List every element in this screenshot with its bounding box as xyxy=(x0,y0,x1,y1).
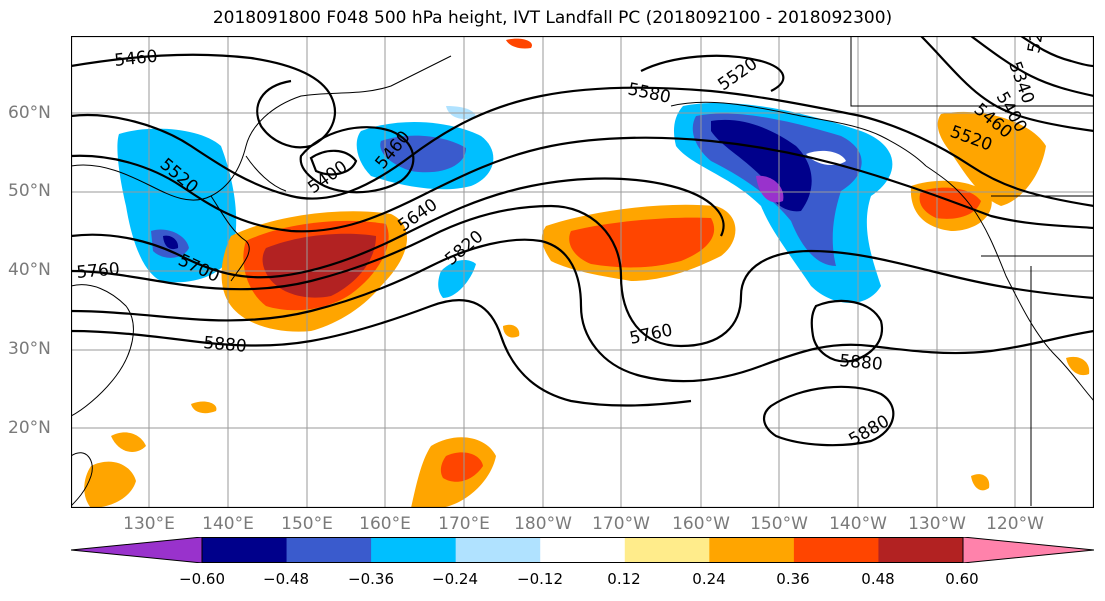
contour-5880-east xyxy=(810,299,884,363)
lon-label-140w: 140°W xyxy=(829,514,887,534)
colorbar-tick-minus-0-36: −0.36 xyxy=(348,570,394,588)
colorbar xyxy=(71,537,1094,563)
contour-label-5880-west: 5880 xyxy=(203,333,248,357)
colorbar-tick-0-24: 0.24 xyxy=(692,570,726,588)
ivt-shading xyxy=(84,38,1090,508)
map-panel: 5460 5520 5400 5460 5640 5820 5580 5520 … xyxy=(71,36,1094,508)
graticule xyxy=(71,36,1094,508)
contour-label-5460-nw: 5460 xyxy=(113,47,158,71)
lon-label-120w: 120°W xyxy=(986,514,1044,534)
colorbar-tick-0-60: 0.60 xyxy=(945,570,979,588)
colorbar-segment xyxy=(540,537,626,563)
contour-label-5760-west: 5760 xyxy=(76,259,121,283)
colorbar-segment xyxy=(202,537,288,563)
contour-5580 xyxy=(71,86,1094,208)
colorbar-tick-minus-0-48: −0.48 xyxy=(263,570,309,588)
colorbar-segment xyxy=(455,537,541,563)
colorbar-tick-minus-0-12: −0.12 xyxy=(517,570,563,588)
colorbar-tick-0-36: 0.36 xyxy=(776,570,810,588)
lon-label-130w: 130°W xyxy=(908,514,966,534)
contour-label-5280: 5280 xyxy=(1024,36,1051,55)
colorbar-tick-minus-0-24: −0.24 xyxy=(432,570,478,588)
lon-label-160e: 160°E xyxy=(359,514,411,534)
colorbar-segment xyxy=(793,537,879,563)
lat-label-40n: 40°N xyxy=(8,260,51,280)
map-canvas: 5460 5520 5400 5460 5640 5820 5580 5520 … xyxy=(71,36,1094,508)
colorbar-segment xyxy=(878,537,964,563)
lon-label-150w: 150°W xyxy=(750,514,808,534)
colorbar-segment xyxy=(286,537,372,563)
contour-label-5880-east: 5880 xyxy=(839,351,884,375)
contour-5880-south xyxy=(763,385,895,447)
contour-5880-west xyxy=(71,299,692,407)
contour-5520-north xyxy=(640,54,785,92)
lon-label-170w: 170°W xyxy=(592,514,650,534)
lon-label-140e: 140°E xyxy=(202,514,254,534)
colorbar-segment xyxy=(709,537,795,563)
map-frame xyxy=(71,36,1094,508)
colorbar-segments xyxy=(71,537,1094,563)
contour-label-5880-south: 5880 xyxy=(846,411,893,450)
colorbar-segment xyxy=(624,537,710,563)
colorbar-tick-0-12: 0.12 xyxy=(607,570,641,588)
contour-5640 xyxy=(71,136,1094,233)
colorbar-segment xyxy=(371,537,457,563)
lat-label-30n: 30°N xyxy=(8,339,51,359)
map-title: 2018091800 F048 500 hPa height, IVT Land… xyxy=(212,8,893,28)
lon-label-130e: 130°E xyxy=(123,514,175,534)
lat-label-20n: 20°N xyxy=(8,418,51,438)
contour-5760 xyxy=(71,204,1094,348)
negative-region-west xyxy=(117,128,237,283)
lon-label-170e: 170°E xyxy=(438,514,490,534)
lon-label-180w: 180°W xyxy=(514,514,572,534)
coastlines xyxy=(71,36,1094,507)
lat-label-50n: 50°N xyxy=(8,181,51,201)
lon-label-150e: 150°E xyxy=(281,514,333,534)
contour-label-5580: 5580 xyxy=(626,79,672,108)
colorbar-extend-min xyxy=(71,537,202,563)
contour-label-5640: 5640 xyxy=(394,195,441,236)
height-contours xyxy=(71,36,1094,447)
colorbar-tick-minus-0-60: −0.60 xyxy=(179,570,225,588)
contour-5400 xyxy=(299,126,415,194)
lat-label-60n: 60°N xyxy=(8,103,51,123)
lon-label-160w: 160°W xyxy=(672,514,730,534)
contour-5700 xyxy=(71,177,725,279)
colorbar-extend-max xyxy=(963,537,1094,563)
contour-5820 xyxy=(71,238,1094,383)
contour-5460 xyxy=(71,53,336,149)
colorbar-tick-0-48: 0.48 xyxy=(861,570,895,588)
